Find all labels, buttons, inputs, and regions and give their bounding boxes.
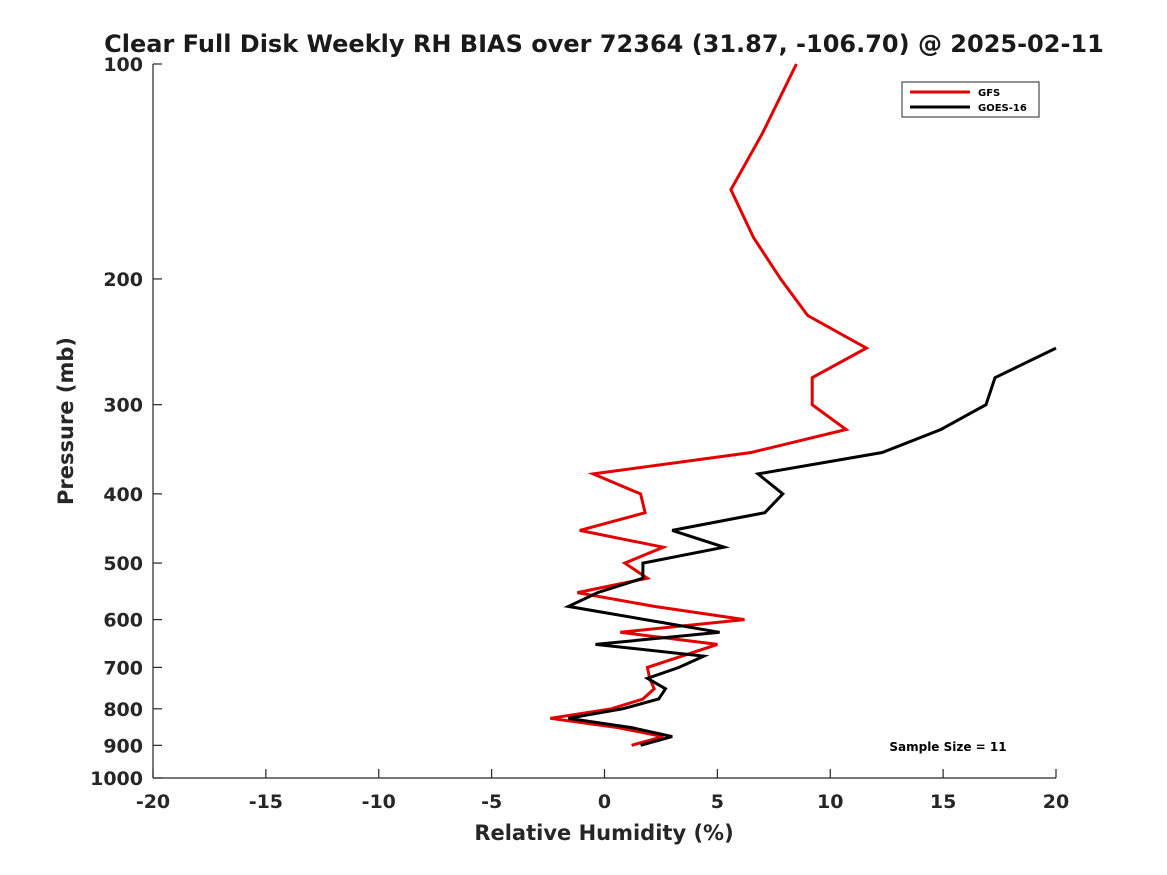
y-tick-label: 1000 [90, 768, 143, 790]
x-tick-label: 10 [817, 791, 843, 813]
x-tick-label: 0 [598, 791, 611, 813]
x-axis-ticks: -20 -15 -10 -5 0 5 10 15 20 [136, 769, 1069, 813]
legend: GFS GOES-16 [901, 81, 1040, 118]
y-axis-ticks: 100 200 300 400 500 600 700 800 900 1000 [90, 54, 162, 790]
x-tick-label: -15 [249, 791, 283, 813]
legend-label-goes16: GOES-16 [978, 103, 1027, 114]
sample-size-annotation: Sample Size = 11 [889, 740, 1006, 754]
y-tick-label: 400 [103, 484, 143, 506]
legend-box [901, 81, 1040, 118]
x-tick-label: -10 [362, 791, 396, 813]
x-tick-label: -5 [481, 791, 502, 813]
series-layer [550, 63, 1057, 747]
chart-title: Clear Full Disk Weekly RH BIAS over 7236… [104, 30, 1104, 58]
y-tick-label: 300 [103, 395, 143, 417]
x-tick-label: 20 [1043, 791, 1069, 813]
y-tick-label: 700 [103, 657, 143, 679]
y-tick-label: 100 [103, 54, 143, 76]
x-tick-label: 15 [930, 791, 956, 813]
y-tick-label: 200 [103, 269, 143, 291]
series-line-goes16 [563, 346, 1057, 747]
legend-label-gfs: GFS [978, 88, 1000, 99]
y-tick-label: 500 [103, 553, 143, 575]
x-tick-label: 5 [711, 791, 724, 813]
plot-area [152, 64, 1056, 779]
y-tick-label: 800 [103, 699, 143, 721]
y-tick-label: 600 [103, 610, 143, 632]
x-axis-label: Relative Humidity (%) [474, 821, 733, 845]
x-tick-label: -20 [136, 791, 170, 813]
y-axis-label: Pressure (mb) [54, 337, 78, 505]
series-line-gfs [550, 63, 870, 747]
y-tick-label: 900 [103, 735, 143, 757]
